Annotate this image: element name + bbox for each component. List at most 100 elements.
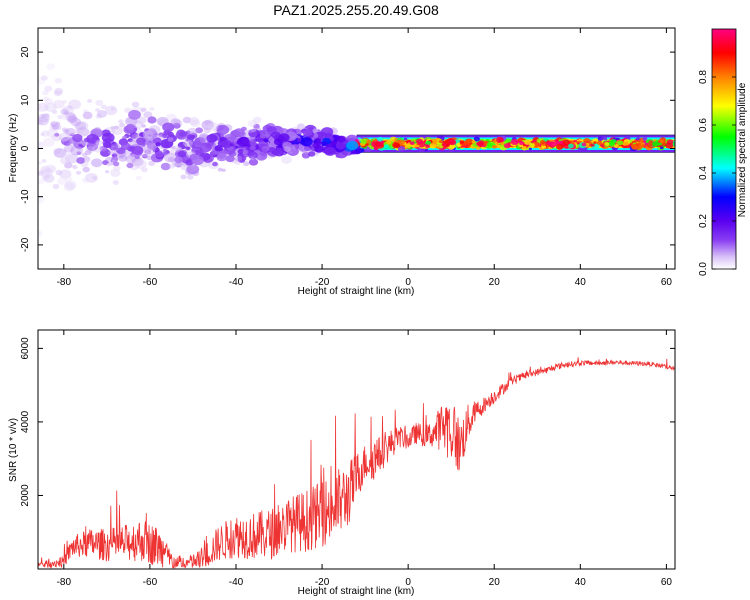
spectral-blob <box>72 134 83 142</box>
spectral-blob <box>249 145 256 151</box>
spectral-blob <box>111 159 116 163</box>
spectral-blob <box>42 90 49 96</box>
snr-panel: -80 -60 -40 -20 0 20 40 60 2000 4000 6000 Height … <box>8 329 676 597</box>
spectral-blob <box>114 125 119 130</box>
spectral-blob <box>308 151 316 157</box>
colorbar-tick-label: 0.6 <box>698 118 709 132</box>
spectral-blob <box>160 162 171 171</box>
spectral-blob <box>92 144 103 153</box>
spectral-blob <box>247 120 257 127</box>
spectral-blob <box>296 138 303 143</box>
spectral-blob <box>167 137 174 142</box>
spectral-blob <box>235 161 241 166</box>
spectral-blob <box>360 136 364 139</box>
spectral-blob <box>149 107 155 111</box>
spectral-blob <box>216 124 230 135</box>
spectral-blob <box>234 155 243 162</box>
spectral-blob <box>541 145 547 149</box>
spectral-blob <box>113 161 120 167</box>
spectral-blob <box>185 146 191 151</box>
x-tick-label: -80 <box>57 277 72 288</box>
spectral-blob <box>148 160 156 166</box>
spectral-blob <box>65 112 77 121</box>
spectral-blob <box>69 132 75 137</box>
spectral-blob <box>153 137 162 144</box>
spectral-blob <box>78 143 83 148</box>
spectral-blob <box>95 139 103 146</box>
spectral-blob <box>320 127 334 137</box>
x-tick-label: -40 <box>229 577 244 588</box>
spectral-blob <box>111 141 117 146</box>
spectral-blob <box>312 128 319 133</box>
spectrogram-x-axis-label: Height of straight line (km) <box>298 286 415 297</box>
spectral-blob <box>85 146 95 153</box>
spectral-blob <box>165 113 177 123</box>
spectral-blob <box>442 142 447 147</box>
spectral-blob <box>113 165 121 171</box>
y-tick-label: 4000 <box>20 410 31 433</box>
spectral-blob <box>134 155 140 160</box>
spectral-blob <box>164 152 177 163</box>
spectral-blob <box>129 132 139 139</box>
spectral-blob <box>248 151 258 160</box>
spectral-blob <box>58 132 71 142</box>
spectral-blob <box>131 145 144 155</box>
spectral-blob <box>296 123 306 130</box>
spectral-blob <box>177 141 188 150</box>
spectral-blob <box>425 140 431 145</box>
spectral-blob <box>301 146 312 155</box>
spectral-blob <box>354 148 362 154</box>
spectral-blob <box>96 110 107 118</box>
spectral-blob <box>237 155 247 162</box>
spectral-blob <box>376 142 384 148</box>
spectral-blob <box>95 114 102 119</box>
spectral-blob <box>66 142 71 146</box>
spectral-blob <box>162 122 175 132</box>
spectral-blob <box>82 166 90 173</box>
spectral-blob <box>60 112 66 117</box>
spectral-blob <box>302 129 312 137</box>
spectral-blob <box>83 158 90 163</box>
spectral-blob <box>182 139 193 147</box>
spectral-blob <box>274 149 284 157</box>
spectral-blob <box>43 174 55 183</box>
spectral-blob <box>135 175 142 181</box>
colorbar-label: Normalized spectral amplitude <box>737 82 748 217</box>
spectral-blob <box>65 180 77 190</box>
spectral-blob <box>93 127 101 133</box>
spectral-blob <box>147 116 157 124</box>
spectral-blob <box>623 141 629 146</box>
spectral-blob <box>51 133 63 142</box>
spectral-blob <box>171 145 176 150</box>
colorbar-frame <box>711 28 737 270</box>
spectral-blob <box>64 175 73 182</box>
spectral-blob <box>59 169 72 179</box>
spectral-blob <box>528 147 532 151</box>
spectral-blob <box>95 108 100 112</box>
spectral-blob <box>173 163 178 167</box>
spectral-blob <box>365 143 369 146</box>
spectral-blob <box>471 140 476 144</box>
spectral-blob <box>38 141 45 150</box>
spectral-blob <box>41 130 50 137</box>
spectral-blob <box>366 139 372 144</box>
colorbar-tick-label: 0.8 <box>698 70 709 84</box>
spectral-blob <box>40 165 52 175</box>
spectral-blob <box>496 144 501 148</box>
spectral-blob <box>38 179 45 185</box>
spectral-blob <box>242 149 249 155</box>
spectral-blob <box>104 105 118 116</box>
spectral-blob <box>119 155 124 159</box>
spectral-blob <box>568 143 574 149</box>
spectral-blob <box>324 146 336 156</box>
spectral-blob <box>84 149 92 156</box>
spectral-blob <box>547 141 552 146</box>
x-tick-label: 40 <box>575 577 587 588</box>
spectral-blob <box>148 125 161 135</box>
spectral-blob <box>386 140 392 145</box>
spectral-blob <box>206 134 218 143</box>
spectral-blob <box>113 148 127 158</box>
spectral-blob <box>61 114 69 121</box>
spectral-blob <box>608 140 615 146</box>
